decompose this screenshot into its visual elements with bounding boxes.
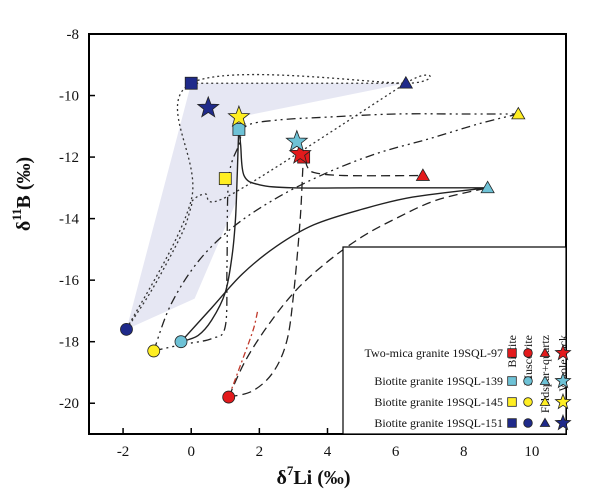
- y-tick-label: -14: [59, 212, 79, 228]
- point-19sql-151-biotite: [184, 76, 198, 90]
- x-tick-label: 10: [524, 444, 539, 460]
- point-19sql-97-feldspar-quartz: [415, 168, 431, 181]
- legend-marker-star: [554, 413, 572, 431]
- point-19sql-151-feldspar-quartz: [398, 75, 414, 89]
- legend-marker-square: [507, 397, 517, 407]
- point-19sql-145-biotite: [218, 172, 232, 186]
- mixing-curve-19sql-97-7: [228, 187, 488, 398]
- legend-marker-circle: [523, 376, 533, 386]
- mixing-curve-19sql-151-0: [125, 73, 431, 330]
- legend-column-label: Muscovite: [521, 335, 535, 386]
- y-tick-label: -18: [59, 335, 79, 351]
- x-tick-label: 2: [256, 444, 264, 460]
- y-tick-label: -8: [67, 27, 80, 43]
- y-tick-label: -12: [59, 150, 79, 166]
- legend-marker-square: [507, 376, 517, 386]
- legend-row-label: Two-mica granite 19SQL-97: [365, 346, 503, 360]
- point-19sql-145-feldspar-quartz: [511, 106, 526, 120]
- point-19sql-151-whole-rock: [196, 95, 220, 118]
- x-tick-label: 6: [392, 444, 400, 460]
- point-19sql-97-whole-rock: [288, 141, 312, 164]
- legend-marker-triangle: [539, 347, 551, 357]
- legend-row-label: Biotite granite 19SQL-139: [374, 374, 503, 388]
- legend-marker-square: [507, 348, 517, 358]
- x-axis-title-main: Li (‰): [293, 467, 350, 489]
- legend-marker-circle: [523, 348, 533, 358]
- point-19sql-145-muscovite: [147, 344, 161, 358]
- axis-ticks: -2 0 2 4 6 8 10-8-10-12-14-16-18-20: [59, 27, 539, 460]
- y-tick-label: -20: [59, 396, 79, 412]
- y-axis-title: δ11B (‰): [9, 157, 35, 231]
- point-19sql-97-muscovite: [222, 390, 236, 404]
- y-tick-label: -16: [59, 273, 79, 289]
- x-tick-label: 4: [324, 444, 332, 460]
- x-tick-label: -2: [117, 444, 130, 460]
- x-tick-label: 8: [460, 444, 468, 460]
- point-19sql-139-biotite: [232, 122, 246, 136]
- x-axis-title-symbol: δ: [276, 467, 286, 489]
- x-tick-label: 0: [187, 444, 195, 460]
- y-tick-label: -10: [59, 89, 79, 105]
- y-axis-title-main: B (‰): [13, 157, 35, 209]
- y-axis-title-symbol: δ: [13, 221, 35, 231]
- legend-marker-triangle: [539, 396, 551, 406]
- legend-row-label: Biotite granite 19SQL-145: [374, 395, 503, 409]
- point-19sql-139-whole-rock: [285, 129, 309, 152]
- mixing-curve-19sql-139-3: [180, 187, 488, 343]
- mixing-curve-19sql-145-5: [153, 113, 519, 352]
- legend-marker-star: [554, 392, 572, 410]
- point-19sql-145-whole-rock: [227, 104, 251, 127]
- x-axis-title-sup: 7: [287, 463, 294, 478]
- point-19sql-139-muscovite: [174, 335, 188, 349]
- legend-marker-triangle: [539, 375, 551, 385]
- legend-rows: Two-mica granite 19SQL-97 Biotite granite…: [365, 343, 572, 431]
- point-19sql-139-feldspar-quartz: [480, 180, 495, 194]
- legend-marker-star: [554, 343, 572, 361]
- x-axis-title: δ7Li (‰): [276, 463, 350, 489]
- shaded-region-layer: [126, 83, 406, 330]
- legend-marker-circle: [523, 418, 533, 428]
- shaded-field: [126, 83, 406, 330]
- point-19sql-151-muscovite: [120, 322, 133, 336]
- legend-marker-triangle: [539, 417, 551, 427]
- point-layer: [120, 75, 526, 404]
- legend-column-label: Whole rock: [556, 335, 570, 391]
- legend-marker-square: [507, 418, 517, 428]
- mixing-curve-19sql-97-6: [228, 153, 423, 398]
- legend-marker-circle: [523, 397, 533, 407]
- legend-marker-star: [554, 371, 572, 389]
- mixing-curve-19sql-97-8: [228, 310, 259, 398]
- legend-row-label: Biotite granite 19SQL-151: [374, 416, 503, 430]
- y-axis-title-sup: 11: [9, 208, 24, 220]
